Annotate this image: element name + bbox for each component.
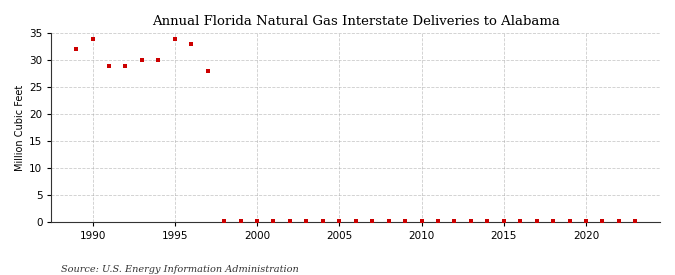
Point (547, 218, 558, 223)
Point (466, 218, 477, 223)
Point (400, 218, 410, 223)
Point (219, 218, 230, 223)
Point (449, 218, 460, 223)
Point (580, 218, 591, 223)
Point (285, 218, 296, 223)
Point (120, 64, 131, 68)
Point (564, 218, 575, 223)
Point (350, 218, 361, 223)
Title: Annual Florida Natural Gas Interstate Deliveries to Alabama: Annual Florida Natural Gas Interstate De… (152, 15, 560, 28)
Point (531, 218, 542, 223)
Point (498, 218, 509, 223)
Point (334, 218, 345, 223)
Point (268, 218, 279, 223)
Point (301, 218, 312, 223)
Point (317, 218, 328, 223)
Point (153, 58, 164, 62)
Point (515, 218, 526, 223)
Point (630, 218, 641, 223)
Point (235, 218, 246, 223)
Point (202, 69, 213, 73)
Point (103, 64, 114, 68)
Point (71, 47, 82, 52)
Point (136, 58, 147, 62)
Point (433, 218, 443, 223)
Point (87, 37, 98, 41)
Text: Source: U.S. Energy Information Administration: Source: U.S. Energy Information Administ… (61, 265, 298, 274)
Y-axis label: Million Cubic Feet: Million Cubic Feet (15, 84, 25, 171)
Point (482, 218, 493, 223)
Point (367, 218, 377, 223)
Point (169, 37, 180, 41)
Point (614, 218, 624, 223)
Point (186, 42, 196, 46)
Point (383, 218, 394, 223)
Point (597, 218, 608, 223)
Point (416, 218, 427, 223)
Point (252, 218, 263, 223)
